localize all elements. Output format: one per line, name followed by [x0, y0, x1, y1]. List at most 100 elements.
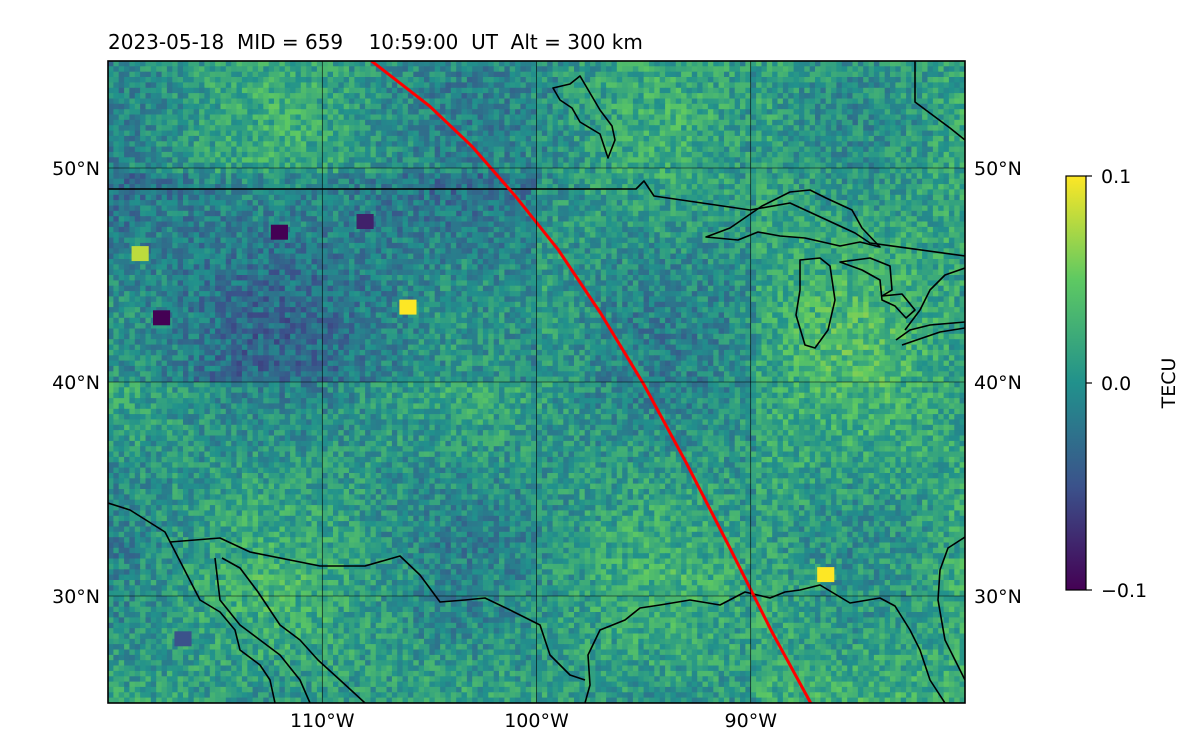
- heatmap-cell: [135, 147, 141, 153]
- heatmap-cell: [853, 115, 859, 121]
- heatmap-cell: [403, 125, 409, 131]
- heatmap-cell: [253, 72, 259, 78]
- heatmap-cell: [810, 222, 816, 228]
- heatmap-cell: [665, 131, 671, 137]
- heatmap-cell: [440, 168, 446, 174]
- heatmap-cell: [338, 66, 344, 72]
- heatmap-cell: [129, 136, 135, 142]
- heatmap-cell: [660, 109, 666, 115]
- heatmap-cell: [681, 189, 687, 195]
- heatmap-cell: [944, 152, 950, 158]
- heatmap-cell: [333, 136, 339, 142]
- heatmap-cell: [151, 136, 157, 142]
- heatmap-cell: [820, 82, 826, 88]
- heatmap-cell: [606, 66, 612, 72]
- heatmap-cell: [237, 77, 243, 83]
- heatmap-cell: [853, 125, 859, 131]
- heatmap-cell: [526, 141, 532, 147]
- heatmap-cell: [462, 61, 468, 67]
- heatmap-cell: [488, 125, 494, 131]
- heatmap-cell: [788, 104, 794, 110]
- heatmap-cell: [151, 77, 157, 83]
- heatmap-cell: [354, 72, 360, 78]
- heatmap-cell: [269, 93, 275, 99]
- heatmap-cell: [847, 216, 853, 222]
- heatmap-cell: [494, 200, 500, 206]
- heatmap-cell: [301, 216, 307, 222]
- heatmap-cell: [735, 184, 741, 190]
- heatmap-cell: [429, 82, 435, 88]
- heatmap-cell: [349, 120, 355, 126]
- heatmap-cell: [644, 173, 650, 179]
- heatmap-cell: [424, 168, 430, 174]
- heatmap-cell: [944, 189, 950, 195]
- heatmap-cell: [638, 173, 644, 179]
- heatmap-cell: [574, 152, 580, 158]
- heatmap-cell: [387, 120, 393, 126]
- heatmap-cell: [735, 200, 741, 206]
- heatmap-cell: [778, 120, 784, 126]
- heatmap-cell: [129, 179, 135, 185]
- heatmap-cell: [654, 200, 660, 206]
- heatmap-cell: [810, 179, 816, 185]
- heatmap-cell: [906, 200, 912, 206]
- heatmap-cell: [804, 115, 810, 121]
- heatmap-cell: [306, 99, 312, 105]
- heatmap-cell: [408, 82, 414, 88]
- heatmap-cell: [687, 163, 693, 169]
- heatmap-cell: [890, 136, 896, 142]
- heatmap-cell: [274, 200, 280, 206]
- heatmap-cell: [344, 195, 350, 201]
- heatmap-cell: [879, 93, 885, 99]
- heatmap-cell: [697, 157, 703, 163]
- heatmap-cell: [296, 125, 302, 131]
- heatmap-cell: [408, 147, 414, 153]
- heatmap-cell: [676, 104, 682, 110]
- heatmap-cell: [531, 82, 537, 88]
- heatmap-cell: [670, 141, 676, 147]
- heatmap-cell: [612, 61, 618, 67]
- heatmap-cell: [579, 157, 585, 163]
- heatmap-cell: [183, 227, 189, 233]
- heatmap-cell: [569, 163, 575, 169]
- heatmap-cell: [703, 104, 709, 110]
- heatmap-cell: [563, 61, 569, 67]
- heatmap-cell: [269, 109, 275, 115]
- heatmap-cell: [462, 195, 468, 201]
- heatmap-cell: [633, 152, 639, 158]
- heatmap-cell: [574, 179, 580, 185]
- heatmap-cell: [601, 168, 607, 174]
- heatmap-cell: [408, 206, 414, 212]
- heatmap-cell: [478, 109, 484, 115]
- heatmap-cell: [628, 141, 634, 147]
- heatmap-cell: [622, 222, 628, 228]
- heatmap-cell: [537, 115, 543, 121]
- heatmap-cell: [338, 82, 344, 88]
- heatmap-cell: [772, 136, 778, 142]
- heatmap-cell: [949, 184, 955, 190]
- heatmap-cell: [312, 136, 318, 142]
- heatmap-cell: [670, 104, 676, 110]
- heatmap-cell: [665, 82, 671, 88]
- heatmap-cell: [644, 131, 650, 137]
- heatmap-cell: [221, 189, 227, 195]
- heatmap-cell: [676, 152, 682, 158]
- heatmap-cell: [542, 163, 548, 169]
- heatmap-cell: [949, 152, 955, 158]
- heatmap-cell: [199, 152, 205, 158]
- heatmap-cell: [922, 206, 928, 212]
- heatmap-cell: [408, 168, 414, 174]
- heatmap-cell: [435, 120, 441, 126]
- heatmap-cell: [794, 61, 800, 67]
- heatmap-cell: [660, 147, 666, 153]
- heatmap-cell: [129, 72, 135, 78]
- heatmap-cell: [890, 99, 896, 105]
- heatmap-cell: [665, 216, 671, 222]
- heatmap-cell: [242, 136, 248, 142]
- heatmap-cell: [119, 195, 125, 201]
- heatmap-cell: [349, 109, 355, 115]
- heatmap-cell: [815, 66, 821, 72]
- heatmap-cell: [901, 125, 907, 131]
- heatmap-cell: [274, 216, 280, 222]
- heatmap-cell: [783, 120, 789, 126]
